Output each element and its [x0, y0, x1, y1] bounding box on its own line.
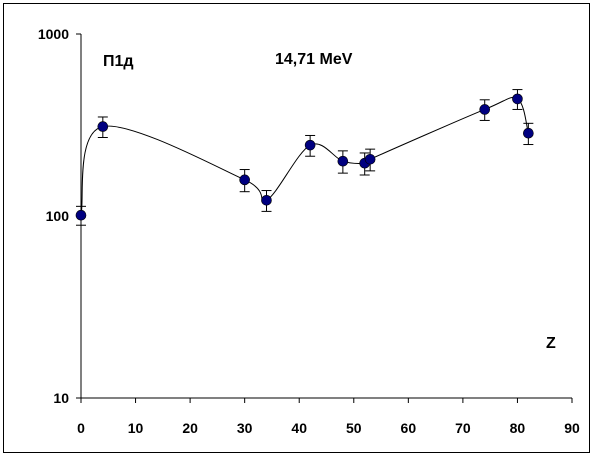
data-point [261, 194, 272, 206]
y-tick-label: 1000 [38, 26, 69, 42]
y-tick-label: 100 [46, 208, 70, 224]
ticks [76, 33, 573, 403]
x-tick-label: 20 [182, 420, 198, 436]
x-tick-label: 40 [291, 420, 307, 436]
data-point [523, 127, 534, 139]
tick-labels: 0 10 20 30 40 50 60 70 80 90 10 100 1000 [38, 26, 580, 436]
x-tick-label: 30 [237, 420, 253, 436]
data-point [512, 93, 523, 105]
x-tick-label: 80 [510, 420, 526, 436]
x-tick-label: 10 [128, 420, 144, 436]
x-axis-label: Z [546, 335, 556, 352]
data-point [75, 209, 87, 221]
y-tick-label: 10 [53, 390, 69, 406]
annotation-particle: П1д [103, 53, 134, 70]
data-points [75, 93, 534, 221]
x-tick-label: 60 [401, 420, 417, 436]
annotation-energy: 14,71 MeV [275, 51, 353, 68]
data-point [239, 174, 250, 186]
data-point [97, 121, 109, 132]
data-point [337, 155, 349, 167]
axes [80, 34, 572, 399]
data-point [479, 104, 491, 115]
data-point [364, 153, 376, 165]
series-curve [80, 96, 529, 216]
x-tick-label: 0 [77, 420, 85, 436]
chart-frame [3, 3, 590, 453]
x-tick-label: 70 [455, 420, 471, 436]
error-bars [76, 89, 534, 226]
x-tick-label: 90 [564, 420, 580, 436]
data-point [304, 139, 316, 151]
x-tick-label: 50 [346, 420, 362, 436]
